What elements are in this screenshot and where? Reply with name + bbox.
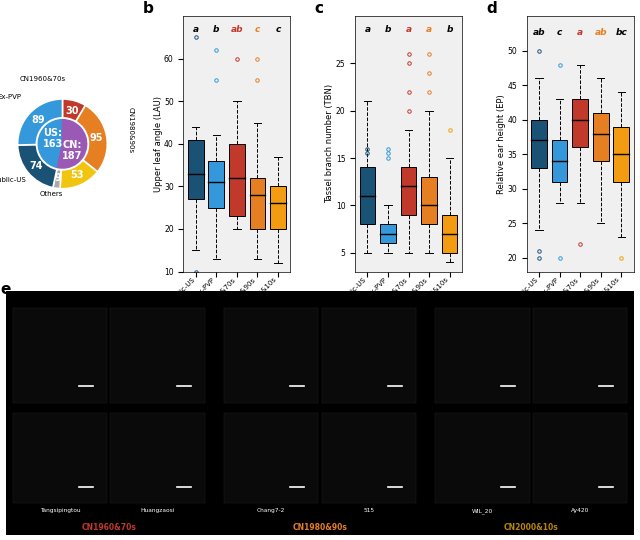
Bar: [209, 161, 224, 208]
Text: b: b: [446, 25, 453, 33]
Wedge shape: [60, 160, 97, 188]
Text: e: e: [0, 282, 10, 296]
Text: a: a: [426, 25, 432, 33]
Text: c: c: [557, 28, 563, 37]
Text: b: b: [143, 1, 154, 16]
Text: ab: ab: [230, 25, 243, 34]
Bar: [593, 113, 609, 161]
Bar: [321, 308, 416, 403]
Wedge shape: [53, 169, 61, 188]
Wedge shape: [76, 105, 108, 172]
Text: d: d: [486, 1, 497, 16]
Text: Huangzaosi: Huangzaosi: [141, 508, 175, 513]
Text: 9: 9: [54, 173, 61, 183]
Text: 53: 53: [70, 170, 83, 180]
Bar: [13, 308, 108, 403]
Text: c: c: [255, 25, 260, 34]
Text: CN1960&70s: CN1960&70s: [20, 76, 66, 82]
Y-axis label: Upper leaf angle (LAU): Upper leaf angle (LAU): [154, 96, 163, 192]
Text: bc: bc: [615, 28, 627, 37]
Text: b: b: [213, 25, 220, 34]
Text: CN1980&90s: CN1980&90s: [127, 107, 134, 153]
Bar: [421, 177, 437, 224]
Bar: [224, 413, 319, 503]
Bar: [13, 413, 108, 503]
Wedge shape: [18, 99, 63, 145]
Bar: [224, 308, 319, 403]
Text: Others: Others: [40, 191, 63, 197]
Text: WIL_20: WIL_20: [472, 508, 493, 514]
Wedge shape: [18, 145, 57, 188]
Text: US:
163: US: 163: [42, 127, 63, 149]
Bar: [572, 99, 588, 147]
Text: a: a: [577, 28, 583, 37]
Text: a: a: [364, 25, 371, 33]
Text: CN:
187: CN: 187: [62, 140, 83, 161]
Bar: [435, 308, 529, 403]
Text: a: a: [406, 25, 412, 33]
Text: ab: ab: [595, 28, 607, 37]
Text: Chang7-2: Chang7-2: [257, 508, 285, 513]
Text: Ex-PVP: Ex-PVP: [0, 94, 21, 100]
Text: Ay420: Ay420: [571, 508, 589, 513]
Bar: [532, 413, 627, 503]
Bar: [532, 308, 627, 403]
Text: 95: 95: [90, 133, 103, 143]
Text: Public-US: Public-US: [0, 177, 26, 183]
Text: c: c: [314, 1, 324, 16]
Text: c: c: [275, 25, 280, 34]
Wedge shape: [63, 99, 86, 122]
Text: 89: 89: [31, 115, 45, 125]
Text: 30: 30: [65, 105, 79, 116]
Text: a: a: [193, 25, 199, 34]
Text: ab: ab: [533, 28, 545, 37]
Wedge shape: [38, 120, 63, 167]
Bar: [614, 126, 629, 182]
Bar: [380, 224, 396, 243]
Bar: [435, 413, 529, 503]
Bar: [401, 167, 416, 215]
Bar: [270, 186, 285, 229]
Bar: [321, 413, 416, 503]
Bar: [188, 140, 204, 199]
Bar: [250, 178, 265, 229]
Bar: [229, 144, 244, 216]
Text: CN1980&90s: CN1980&90s: [292, 523, 348, 532]
Y-axis label: Relative ear height (EP): Relative ear height (EP): [497, 94, 506, 194]
Bar: [552, 140, 568, 182]
Text: 74: 74: [29, 161, 43, 171]
Bar: [442, 215, 458, 253]
Bar: [360, 167, 375, 224]
Text: CN2000&10s: CN2000&10s: [504, 523, 559, 532]
Y-axis label: Tassel branch number (TBN): Tassel branch number (TBN): [325, 84, 334, 204]
Text: Tangsipingtou: Tangsipingtou: [40, 508, 80, 513]
Bar: [111, 413, 205, 503]
Text: 515: 515: [364, 508, 374, 513]
Bar: [111, 308, 205, 403]
Bar: [531, 120, 547, 168]
Text: CN1960&70s: CN1960&70s: [81, 523, 136, 532]
Wedge shape: [58, 120, 86, 168]
Text: b: b: [385, 25, 391, 33]
